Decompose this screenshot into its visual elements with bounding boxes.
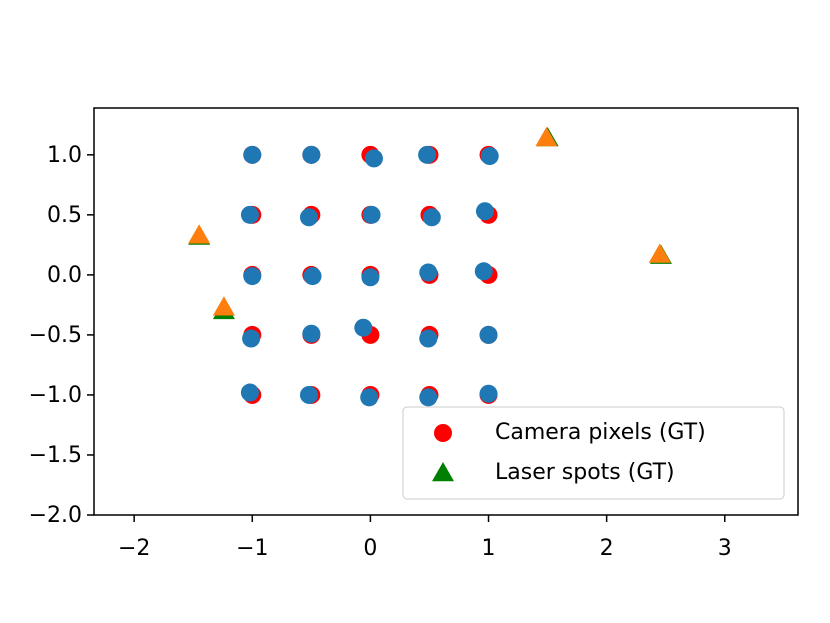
circle-marker: [299, 385, 318, 404]
circle-marker: [240, 205, 259, 224]
circle-marker: [243, 267, 262, 286]
circle-marker: [479, 384, 498, 403]
y-tick-label: −1.5: [29, 443, 82, 468]
x-tick-label: 2: [600, 536, 614, 561]
circle-marker: [480, 147, 499, 166]
circle-marker: [418, 145, 437, 164]
circle-marker: [299, 208, 318, 227]
legend-label: Laser spots (GT): [495, 460, 675, 485]
y-tick-label: −0.5: [29, 323, 82, 348]
triangle-marker: [212, 296, 235, 316]
circle-marker: [419, 263, 438, 282]
circle-marker: [302, 145, 321, 164]
triangle-marker: [648, 243, 671, 263]
circle-marker: [362, 205, 381, 224]
y-tick-label: −2.0: [29, 503, 82, 528]
y-tick-label: 0.0: [47, 263, 82, 288]
x-tick-label: −1: [236, 536, 268, 561]
legend-label: Camera pixels (GT): [495, 420, 706, 445]
circle-marker: [240, 383, 259, 402]
x-tick-label: 3: [718, 536, 732, 561]
circle-marker: [303, 267, 322, 286]
circle-marker: [474, 262, 493, 281]
y-tick-label: 1.0: [47, 143, 82, 168]
circle-marker: [242, 329, 261, 348]
circle-marker: [422, 208, 441, 227]
x-tick-label: 0: [363, 536, 377, 561]
legend-box: [402, 406, 785, 500]
circle-marker: [419, 388, 438, 407]
circle-marker: [361, 268, 380, 287]
x-tick-label: 1: [482, 536, 496, 561]
triangle-marker: [535, 127, 558, 147]
circle-marker: [354, 318, 373, 337]
x-tick-label: −2: [118, 536, 150, 561]
circle-marker: [243, 145, 262, 164]
circle-marker: [419, 329, 438, 348]
y-tick-label: 0.5: [47, 203, 82, 228]
circle-marker: [475, 202, 494, 221]
triangle-marker: [188, 224, 211, 244]
circle-marker: [434, 424, 452, 442]
circle-marker: [302, 324, 321, 343]
circle-marker: [479, 325, 498, 344]
plot-frame: [93, 107, 799, 516]
circle-marker: [364, 149, 383, 168]
y-tick-label: −1.0: [29, 383, 82, 408]
triangle-marker: [432, 462, 454, 482]
circle-marker: [360, 388, 379, 407]
